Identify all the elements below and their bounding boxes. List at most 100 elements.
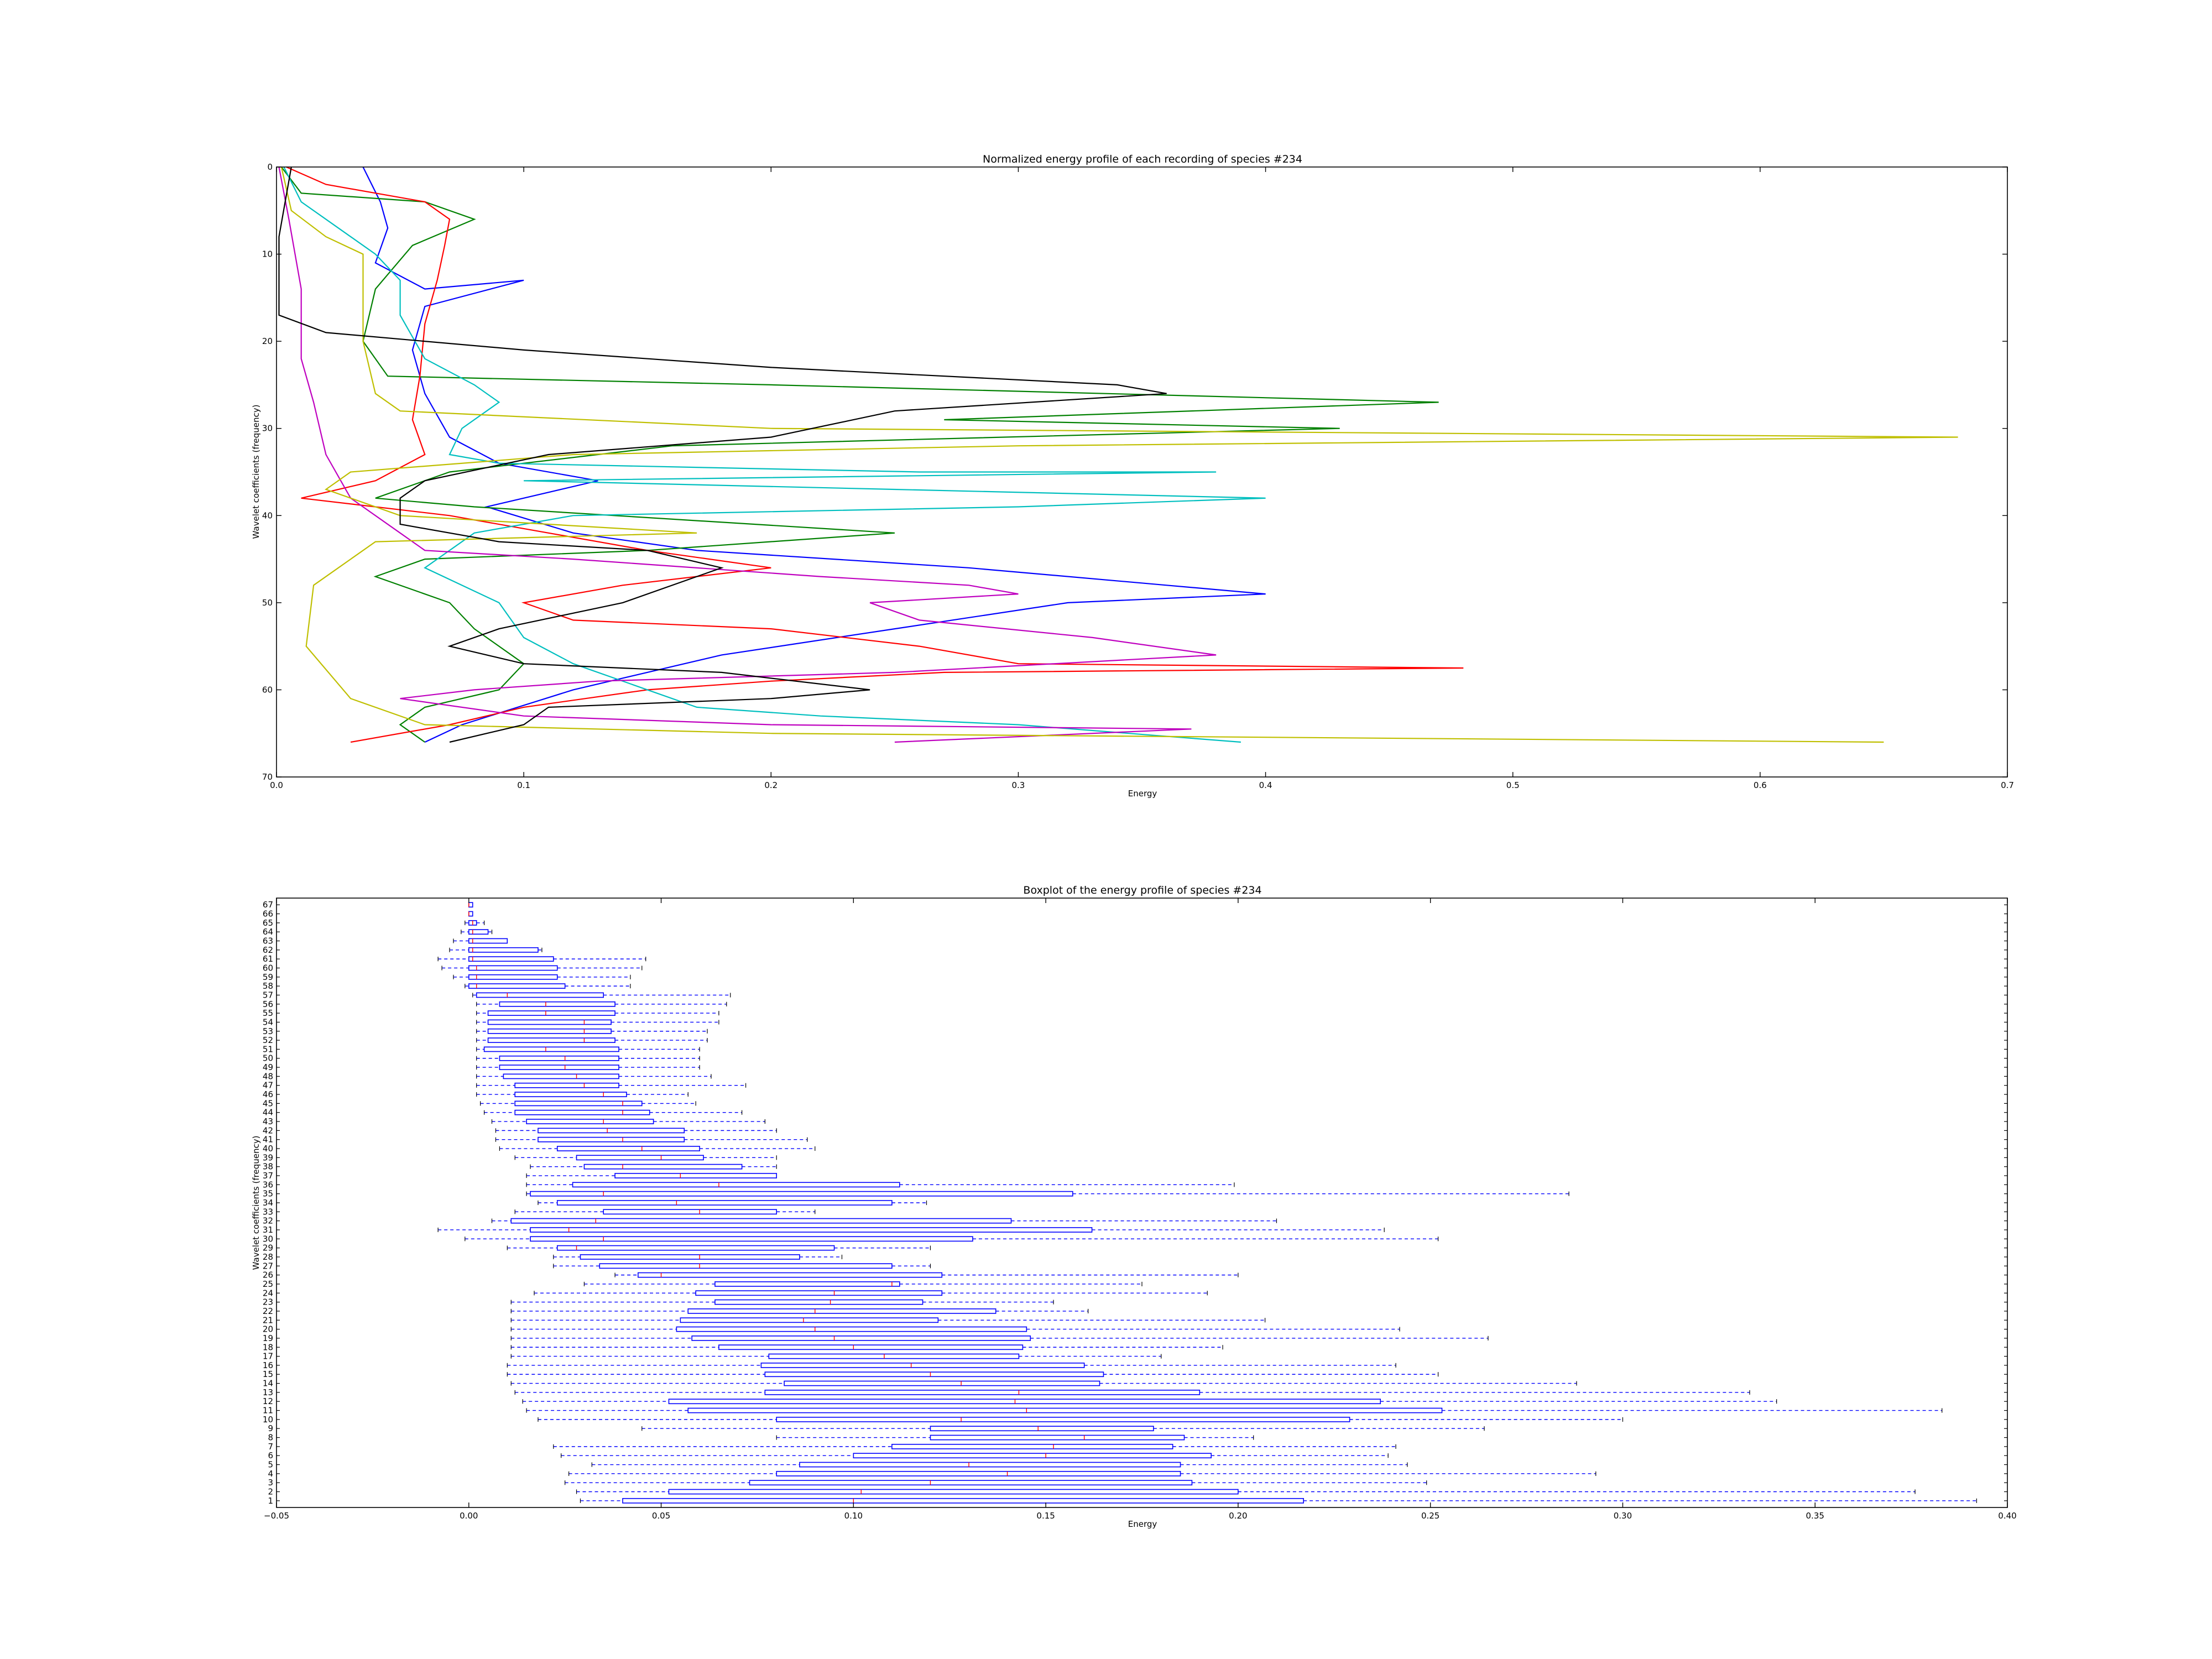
box-17: [768, 1353, 1020, 1359]
box-63: [468, 938, 508, 944]
y-tick-label: 43: [263, 1117, 273, 1126]
x-tick-label: 0.1: [517, 780, 530, 790]
chart2-boxes-group: [437, 902, 1977, 1504]
y-tick-label: 39: [263, 1152, 273, 1162]
box-19: [691, 1335, 1031, 1341]
y-tick-label: 36: [263, 1180, 273, 1190]
box-24: [695, 1290, 943, 1296]
box-50: [499, 1055, 619, 1061]
box-52: [487, 1037, 615, 1043]
box-64: [468, 929, 489, 935]
x-tick-label: 0.10: [844, 1511, 863, 1521]
x-tick-label: 0.15: [1036, 1511, 1055, 1521]
x-tick-label: −0.05: [264, 1511, 289, 1521]
box-35: [530, 1191, 1073, 1197]
box-42: [538, 1128, 685, 1134]
y-tick-label: 32: [263, 1216, 273, 1226]
y-tick-label: 70: [262, 772, 273, 782]
y-tick-label: 34: [263, 1198, 273, 1208]
chart2-xlabel: Energy: [1128, 1519, 1157, 1529]
y-tick-label: 60: [262, 685, 273, 695]
box-26: [638, 1272, 943, 1278]
y-tick-label: 56: [263, 999, 273, 1009]
box-10: [776, 1416, 1350, 1422]
y-tick-label: 42: [263, 1125, 273, 1135]
box-1: [622, 1498, 1304, 1504]
y-tick-label: 66: [263, 909, 273, 919]
series-line-6: [280, 166, 1958, 743]
box-14: [784, 1380, 1100, 1386]
y-tick-label: 3: [268, 1478, 273, 1488]
chart1-xlabel: Energy: [1128, 789, 1157, 799]
chart2-title: Boxplot of the energy profile of species…: [1023, 884, 1261, 896]
y-tick-label: 14: [263, 1379, 273, 1389]
series-line-1: [362, 166, 1266, 743]
box-38: [583, 1164, 743, 1170]
y-tick-label: 5: [268, 1460, 273, 1470]
y-tick-label: 23: [263, 1297, 273, 1307]
box-46: [514, 1092, 627, 1097]
box-7: [891, 1443, 1173, 1449]
box-57: [476, 992, 604, 998]
box-62: [468, 947, 539, 953]
box-15: [764, 1371, 1104, 1378]
y-tick-label: 10: [262, 249, 273, 259]
box-6: [853, 1453, 1212, 1459]
x-tick-label: 0.2: [764, 780, 778, 790]
box-28: [580, 1254, 800, 1260]
box-47: [514, 1082, 619, 1088]
y-tick-label: 4: [268, 1469, 273, 1479]
x-tick-label: 0.25: [1421, 1511, 1439, 1521]
box-5: [799, 1462, 1181, 1468]
box-40: [556, 1146, 700, 1151]
y-tick-label: 52: [263, 1035, 273, 1045]
y-tick-label: 20: [263, 1324, 273, 1334]
box-13: [764, 1390, 1201, 1395]
box-55: [487, 1010, 615, 1016]
y-tick-label: 58: [263, 981, 273, 991]
box-23: [714, 1299, 924, 1305]
box-48: [503, 1073, 619, 1079]
y-tick-label: 12: [263, 1396, 273, 1406]
box-2: [668, 1489, 1239, 1495]
box-12: [668, 1399, 1381, 1405]
y-tick-label: 6: [268, 1451, 273, 1460]
y-tick-label: 2: [268, 1487, 273, 1497]
box-16: [760, 1363, 1085, 1368]
y-tick-label: 65: [263, 918, 273, 928]
y-tick-label: 24: [263, 1288, 273, 1298]
y-tick-label: 37: [263, 1171, 273, 1181]
series-line-5: [278, 166, 1217, 743]
y-tick-label: 27: [263, 1261, 273, 1271]
y-tick-label: 28: [263, 1252, 273, 1262]
y-tick-label: 53: [263, 1026, 273, 1036]
y-tick-label: 62: [263, 945, 273, 955]
box-3: [749, 1480, 1193, 1486]
y-tick-label: 59: [263, 972, 273, 982]
y-tick-label: 35: [263, 1189, 273, 1199]
box-27: [599, 1263, 893, 1269]
chart2-ylabel: Wavelet coefficients (frequency): [251, 1136, 261, 1270]
box-32: [510, 1218, 1012, 1224]
box-58: [468, 983, 566, 989]
box-59: [468, 974, 558, 980]
box-11: [687, 1407, 1443, 1413]
chart1-series-group: [278, 166, 1958, 743]
x-tick-label: 0.4: [1259, 780, 1272, 790]
y-tick-label: 18: [263, 1342, 273, 1352]
y-tick-label: 13: [263, 1387, 273, 1397]
y-tick-label: 41: [263, 1135, 273, 1145]
y-tick-label: 15: [263, 1369, 273, 1379]
y-tick-label: 10: [263, 1415, 273, 1425]
x-tick-label: 0.05: [652, 1511, 670, 1521]
y-tick-label: 40: [262, 510, 273, 520]
box-30: [530, 1236, 973, 1242]
y-tick-label: 30: [263, 1234, 273, 1244]
y-tick-label: 45: [263, 1098, 273, 1108]
box-56: [499, 1001, 615, 1007]
box-34: [556, 1200, 893, 1206]
series-line-2: [281, 166, 1439, 743]
box-39: [576, 1155, 704, 1161]
series-line-7: [278, 166, 1167, 743]
